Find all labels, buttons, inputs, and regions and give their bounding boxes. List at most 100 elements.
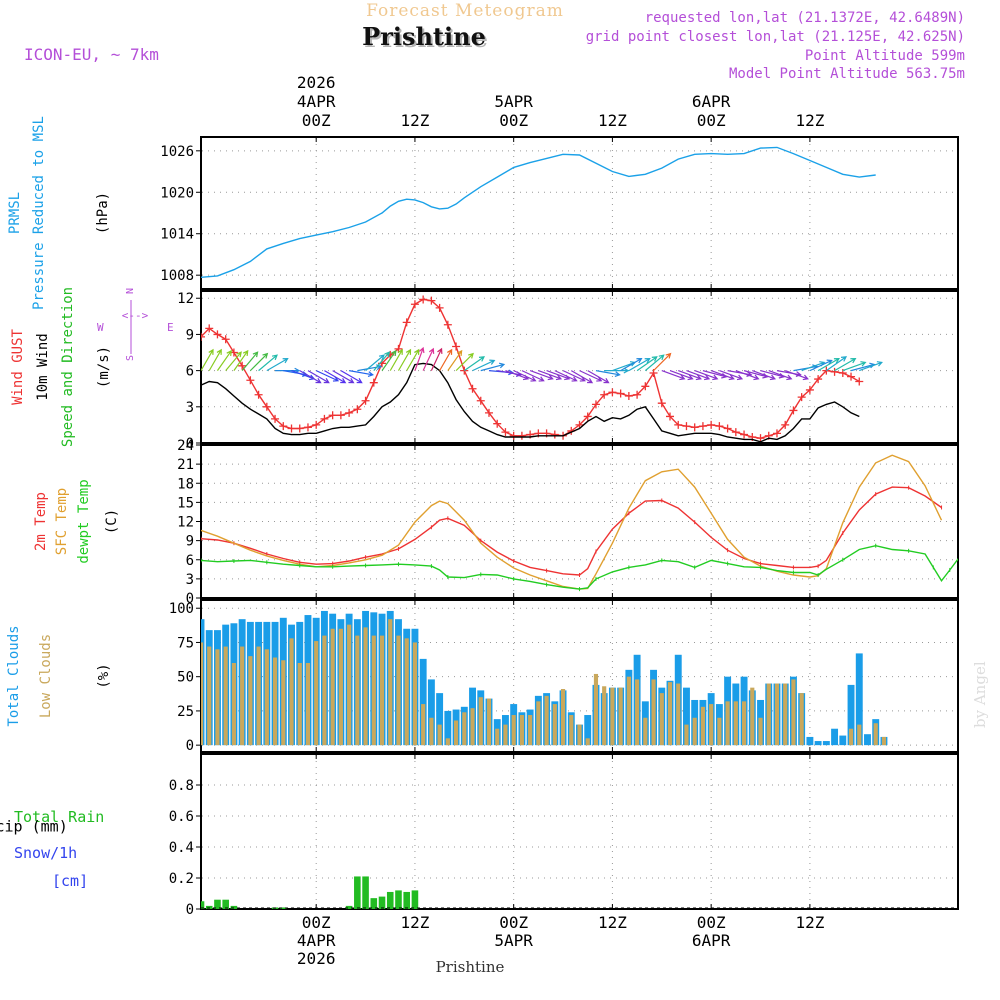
gust-marker bbox=[221, 335, 230, 344]
low-cloud-bar bbox=[733, 701, 738, 746]
wind-direction-arrow bbox=[702, 370, 728, 379]
low-cloud-bar bbox=[635, 679, 640, 746]
total-cloud-bar bbox=[831, 728, 839, 746]
low-cloud-bar bbox=[577, 724, 582, 746]
gust-marker bbox=[781, 420, 790, 429]
low-cloud-bar bbox=[585, 738, 590, 746]
gust-marker bbox=[550, 430, 559, 439]
wind-direction-arrow bbox=[249, 352, 269, 372]
gust-marker bbox=[369, 378, 378, 387]
gust-marker bbox=[295, 424, 304, 433]
wind-direction-arrow bbox=[595, 370, 621, 377]
gust-marker bbox=[674, 420, 683, 429]
low-cloud-bar bbox=[848, 728, 854, 746]
low-cloud-bar bbox=[478, 697, 483, 746]
low-cloud-bar bbox=[272, 657, 278, 746]
gust-marker bbox=[690, 423, 699, 432]
pressure-axis-label: PRMSL bbox=[7, 192, 23, 234]
wind-direction-arrow bbox=[241, 351, 259, 372]
gust-marker bbox=[238, 361, 247, 370]
requested-coordinates: requested lon,lat (21.1372E, 42.6489N) bbox=[645, 10, 965, 26]
wind-direction-arrow bbox=[233, 349, 249, 371]
low-cloud-bar bbox=[569, 715, 574, 746]
wind-ytick-label: 9 bbox=[186, 327, 194, 343]
clouds-ytick-label: 100 bbox=[169, 601, 194, 617]
pressure-series-line bbox=[201, 146, 876, 278]
bottom-time-label: 00Z bbox=[302, 913, 331, 932]
gust-marker bbox=[583, 412, 592, 421]
wind-panel-frame bbox=[200, 290, 959, 444]
temperature-series-line bbox=[201, 544, 958, 590]
wind-ytick-label: 0 bbox=[186, 436, 194, 452]
wind-direction-arrow bbox=[324, 370, 347, 384]
precip-axis-label: 1hr Precip (mm) bbox=[0, 818, 68, 836]
footer-location: Prishtine bbox=[436, 958, 505, 976]
bottom-time-label: 5APR bbox=[494, 931, 533, 950]
bottom-time-label: 00Z bbox=[499, 913, 528, 932]
total-cloud-bar bbox=[822, 741, 830, 746]
low-cloud-bar bbox=[454, 720, 459, 746]
total-cloud-bar bbox=[814, 741, 822, 746]
low-cloud-bar bbox=[544, 695, 549, 746]
top-time-label: 00Z bbox=[697, 111, 726, 130]
clouds-ytick-label: 75 bbox=[177, 635, 194, 651]
gust-marker bbox=[715, 422, 724, 431]
gust-marker bbox=[740, 430, 749, 439]
gust-marker bbox=[345, 408, 354, 417]
total-cloud-bar bbox=[444, 710, 452, 746]
low-cloud-bar bbox=[330, 628, 335, 746]
wind-direction-arrow bbox=[752, 370, 777, 381]
low-cloud-bar bbox=[495, 728, 500, 746]
wind-direction-arrow bbox=[397, 348, 412, 371]
low-cloud-bar bbox=[536, 701, 541, 746]
total-cloud-bar bbox=[419, 658, 427, 746]
temperature-axis-label: dewpt Temp bbox=[76, 479, 92, 563]
gust-marker bbox=[320, 414, 329, 423]
plot-area: 1008 1014 1020 1026 PRMSL Pressure Reduced to… bbox=[0, 73, 959, 968]
gust-marker bbox=[435, 303, 444, 312]
bottom-time-label: 00Z bbox=[697, 913, 726, 932]
low-cloud-bar bbox=[684, 724, 689, 746]
wind-axis-label: (m/s) bbox=[96, 346, 112, 388]
temperature-series-line bbox=[201, 486, 942, 576]
rain-bar bbox=[354, 876, 361, 909]
pressure-ytick-label: 1014 bbox=[160, 227, 194, 243]
gust-marker bbox=[201, 332, 205, 341]
model-label: ICON-EU, ~ 7km bbox=[24, 45, 159, 64]
precip-ytick-label: 0.4 bbox=[169, 840, 194, 856]
top-time-label: 5APR bbox=[494, 92, 533, 111]
wind-direction-arrow bbox=[349, 370, 374, 377]
low-cloud-bar bbox=[626, 676, 631, 746]
pressure-plot-group bbox=[201, 146, 876, 278]
compass-east-label: E bbox=[167, 321, 174, 334]
total-cloud-bar bbox=[839, 735, 847, 746]
compass-west-label: W bbox=[97, 321, 104, 334]
gust-marker bbox=[410, 300, 419, 309]
low-cloud-bar bbox=[421, 704, 426, 746]
wind-direction-arrow bbox=[307, 370, 330, 384]
wind-direction-arrow bbox=[216, 349, 232, 371]
gust-marker bbox=[246, 376, 255, 385]
gust-marker bbox=[616, 389, 625, 398]
wind-direction-arrow bbox=[669, 370, 694, 381]
compass-ew-arrow: <--> bbox=[122, 309, 149, 322]
temperature-ytick-label: 18 bbox=[177, 476, 194, 492]
wind-direction-arrow bbox=[258, 354, 278, 372]
low-cloud-bar bbox=[437, 724, 442, 746]
low-cloud-bar bbox=[618, 687, 623, 746]
rain-bar bbox=[411, 890, 419, 909]
clouds-axis-label: Total Clouds bbox=[6, 625, 22, 726]
temperature-ytick-label: 0 bbox=[186, 591, 194, 607]
low-cloud-bar bbox=[552, 704, 557, 746]
wind-direction-arrow bbox=[315, 370, 340, 382]
wind-direction-arrow bbox=[266, 357, 289, 372]
top-time-label: 12Z bbox=[795, 111, 824, 130]
wind-series-line bbox=[201, 362, 860, 443]
gust-marker bbox=[254, 390, 263, 399]
rain-bar bbox=[386, 891, 394, 909]
rain-bar bbox=[205, 905, 213, 909]
point-altitude: Point Altitude 599m bbox=[805, 48, 965, 64]
rain-bar bbox=[345, 905, 353, 909]
gust-marker bbox=[312, 420, 321, 429]
wind-direction-arrow bbox=[719, 370, 744, 381]
